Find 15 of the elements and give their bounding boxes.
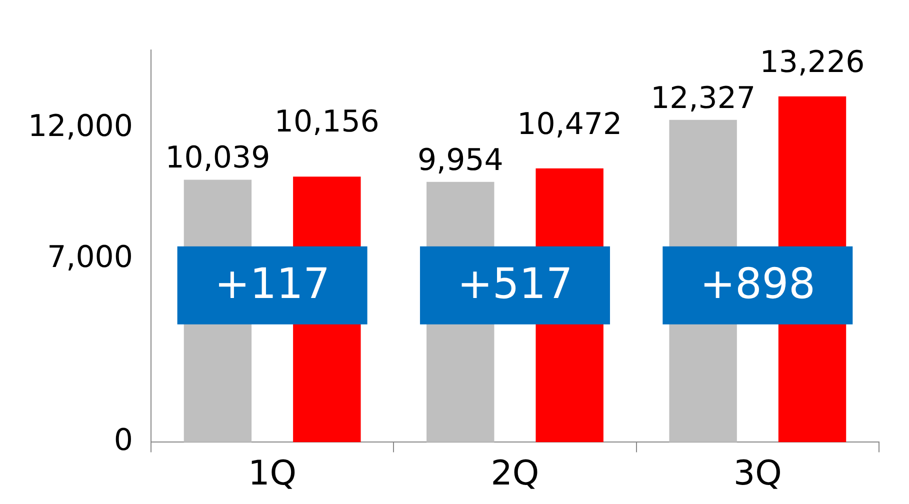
data-label: 10,472 — [517, 106, 622, 142]
y-tick-label: 7,000 — [47, 240, 133, 275]
annotation: +517 — [457, 259, 573, 308]
data-label: 13,226 — [760, 44, 865, 80]
data-label: 10,156 — [274, 104, 380, 140]
data-label: 10,039 — [165, 140, 270, 176]
data-label: 12,327 — [650, 80, 756, 116]
annotation: +898 — [700, 259, 816, 308]
y-tick-label: 12,000 — [28, 109, 133, 144]
annotation: +117 — [214, 259, 330, 308]
x-tick-label: 3Q — [733, 453, 782, 494]
x-tick-label: 1Q — [248, 453, 297, 494]
x-tick-label: 2Q — [490, 453, 540, 494]
data-label: 9,954 — [417, 142, 504, 178]
y-tick-label: 0 — [114, 422, 133, 458]
